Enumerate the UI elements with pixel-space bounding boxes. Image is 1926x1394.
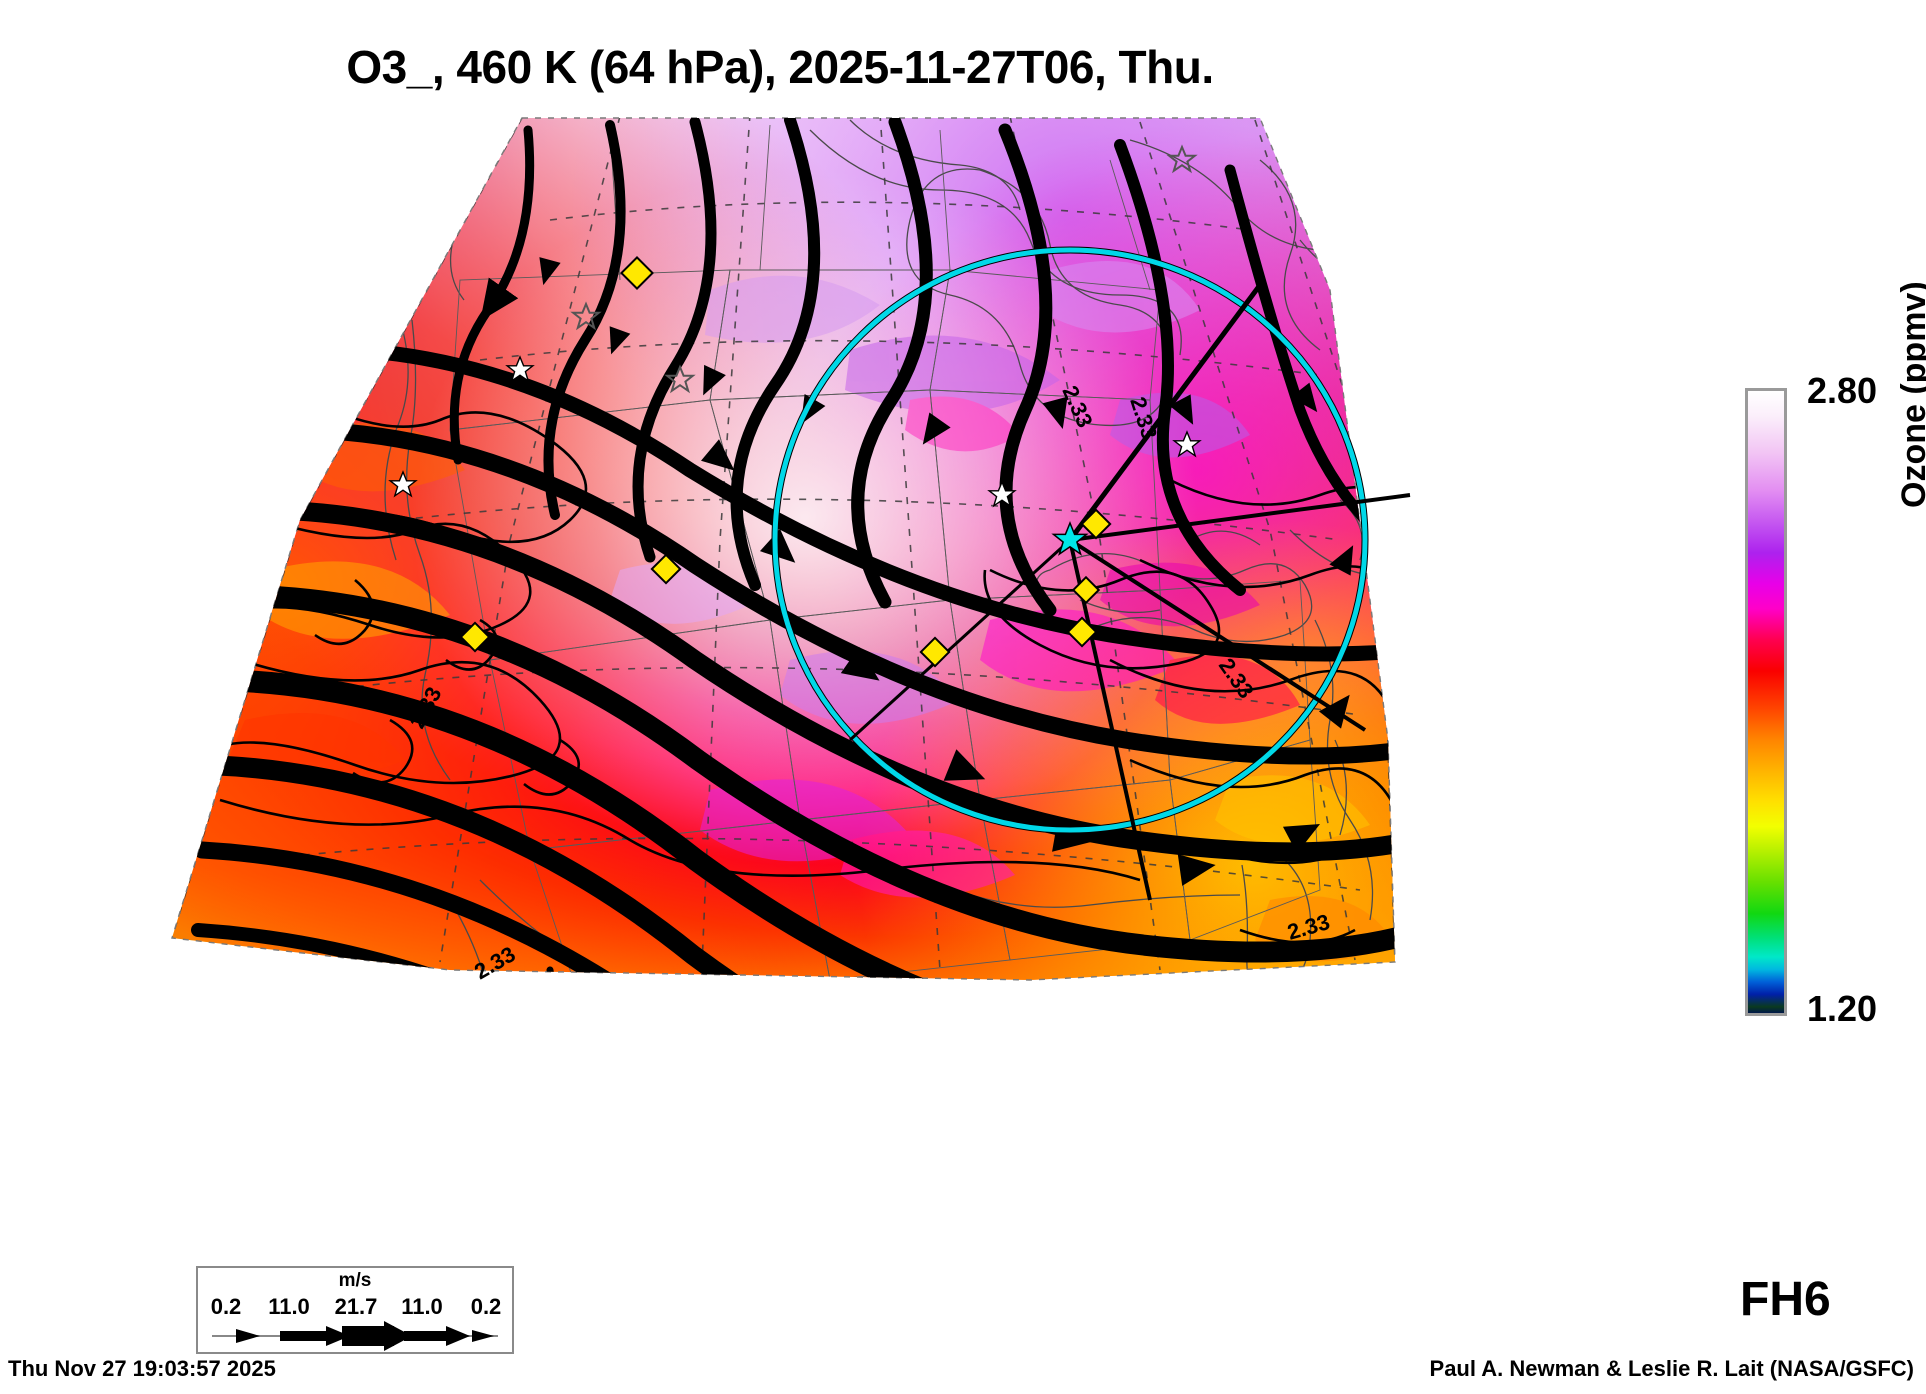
wind-value: 11.0: [268, 1294, 310, 1319]
wind-arrow-scale: [212, 1321, 498, 1351]
map-panel: 2.33 2.33 2.33 2.33 2.33 2.33: [150, 100, 1460, 1260]
generation-timestamp: Thu Nov 27 19:03:57 2025: [8, 1356, 276, 1381]
white-star-group: [388, 355, 1202, 508]
center-star-marker: [1051, 520, 1089, 556]
streamline-arrowheads: [539, 257, 1354, 886]
outline-star-marker: [1166, 144, 1198, 174]
diamond-marker: [1071, 575, 1101, 605]
wind-units-label: m/s: [338, 1270, 372, 1291]
white-star-marker: [987, 480, 1017, 508]
diamond-marker: [1066, 616, 1098, 648]
range-circle: [772, 247, 1368, 833]
station-markers: [388, 144, 1202, 668]
colorbar-min-label: 1.20: [1807, 988, 1878, 1029]
white-star-marker: [388, 470, 418, 498]
wind-value: 21.7: [334, 1294, 378, 1319]
colorbar-gradient: [1745, 388, 1787, 1016]
wind-streamlines: [172, 118, 1395, 980]
wind-scale-legend: m/s 0.2 11.0 21.7 11.0 0.2: [196, 1266, 514, 1354]
author-credits: Paul A. Newman & Leslie R. Lait (NASA/GS…: [1429, 1356, 1914, 1381]
wind-value: 11.0: [401, 1294, 443, 1319]
ozone-map-svg: 2.33 2.33 2.33 2.33 2.33 2.33: [171, 117, 1411, 984]
diamond-marker-group: [459, 256, 1112, 668]
page-title: O3_, 460 K (64 hPa), 2025-11-27T06, Thu.: [346, 41, 1214, 93]
outline-star-marker: [664, 364, 696, 394]
radial-line-3: [1068, 538, 1367, 732]
colorbar-max-label: 2.80: [1807, 370, 1878, 411]
diamond-marker: [1080, 508, 1112, 540]
forecast-hour-label: FH6: [1740, 1273, 1831, 1326]
diamond-marker: [459, 621, 491, 653]
white-star-marker: [505, 355, 535, 383]
outline-star-marker: [570, 301, 602, 331]
colorbar-panel: 2.80 1.20 Ozone (ppmv): [1745, 281, 1926, 1029]
white-star-marker: [1172, 430, 1202, 458]
diamond-marker: [620, 256, 654, 290]
radial-line-5: [848, 538, 1072, 742]
map-sector-boundary: [171, 117, 1396, 981]
radial-line-1: [1067, 283, 1263, 542]
wind-value: 0.2: [470, 1294, 502, 1319]
diamond-marker: [919, 636, 951, 668]
diamond-marker: [650, 553, 682, 585]
outline-star-group: [570, 144, 1198, 394]
radial-line-2: [1069, 493, 1411, 542]
colorbar-axis-label: Ozone (ppmv): [1895, 281, 1926, 508]
wind-value: 0.2: [210, 1294, 242, 1319]
